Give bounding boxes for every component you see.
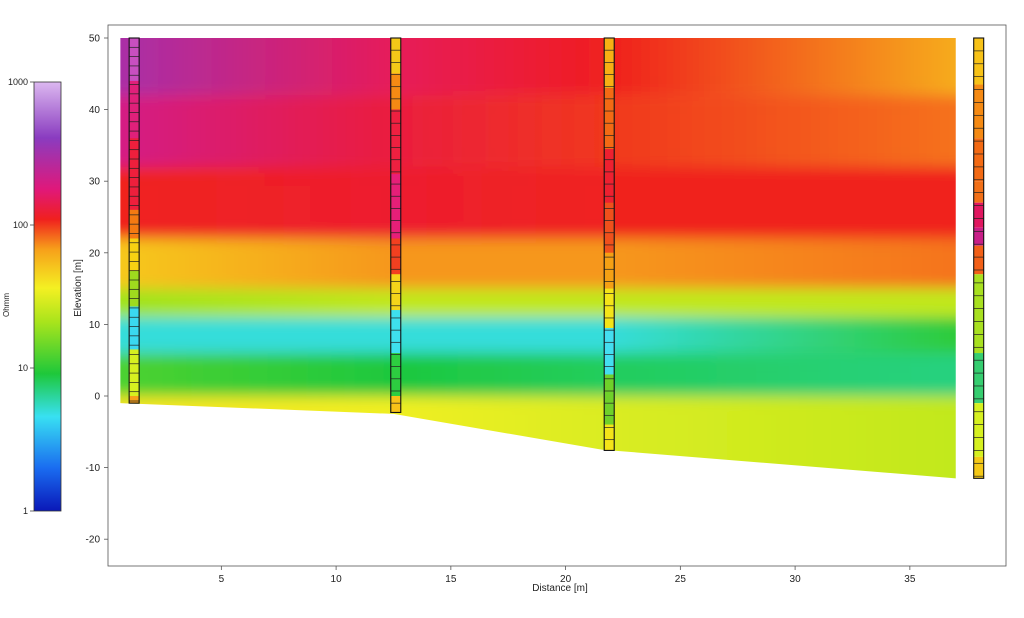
y-tick-label: 0 [94, 392, 100, 403]
colorbar-gradient [33, 81, 62, 512]
borehole-segment [129, 138, 140, 210]
borehole [973, 37, 985, 479]
x-tick-label: 25 [675, 574, 687, 585]
borehole-segment [604, 148, 615, 203]
borehole-segment [604, 374, 615, 425]
resistivity-band [120, 317, 956, 354]
borehole-segment [973, 245, 984, 275]
x-tick-label: 10 [331, 574, 343, 585]
borehole-segment [604, 38, 615, 89]
x-axis: 5 10 15 20 25 30 35 [219, 566, 916, 585]
x-tick-label: 15 [445, 574, 457, 585]
y-tick-label: -20 [86, 535, 101, 546]
borehole-segment [129, 38, 140, 81]
x-axis-title: Distance [m] [532, 583, 588, 594]
colorbar-tick-label: 1000 [8, 77, 28, 87]
borehole-segment [604, 202, 615, 253]
x-tick-label: 30 [790, 574, 802, 585]
borehole-segment [604, 327, 615, 375]
borehole-segment [129, 80, 140, 139]
borehole-segment [973, 353, 984, 404]
y-tick-label: 50 [89, 34, 101, 45]
resistivity-band [120, 95, 956, 167]
borehole-outline [390, 37, 402, 414]
colorbar-tick-label: 100 [13, 220, 28, 230]
resistivity-band [120, 353, 956, 396]
borehole-segment [129, 306, 140, 350]
borehole-segment [390, 238, 401, 275]
borehole [603, 37, 615, 451]
borehole-segment [973, 138, 984, 182]
borehole-segment [390, 396, 401, 413]
colorbar-tick-label: 1 [23, 506, 28, 516]
y-axis-title: Elevation [m] [73, 259, 84, 317]
borehole-segment [973, 84, 984, 139]
borehole-outline [128, 37, 140, 404]
borehole-segment [390, 310, 401, 354]
y-tick-label: 40 [89, 105, 101, 116]
borehole-segment [973, 403, 984, 457]
borehole-outline [603, 37, 615, 451]
borehole-segment [129, 396, 140, 404]
borehole-segment [129, 238, 140, 271]
borehole [128, 37, 140, 404]
borehole-segment [973, 181, 984, 203]
borehole-outline [973, 37, 985, 479]
resistivity-band [120, 166, 956, 239]
colorbar-ticks: 1000 100 10 1 [8, 77, 34, 516]
borehole-segment [604, 252, 615, 289]
borehole-segment [973, 227, 984, 246]
borehole-segment [390, 274, 401, 311]
borehole-segment [390, 38, 401, 74]
boreholes [128, 37, 985, 479]
borehole-segment [129, 349, 140, 396]
borehole-segment [390, 109, 401, 175]
borehole-segment [604, 424, 615, 451]
colorbar: Ohmm 1000 100 10 1 [2, 77, 62, 516]
borehole-segment [973, 38, 984, 85]
y-axis: 50 40 30 20 10 0 -10 -20 [86, 34, 108, 546]
borehole-segment [390, 174, 401, 239]
y-tick-label: 20 [89, 248, 101, 259]
colorbar-tick-label: 10 [18, 363, 28, 373]
resistivity-band [120, 38, 956, 96]
borehole-segment [390, 73, 401, 110]
borehole-segment [390, 353, 401, 396]
borehole-segment [604, 288, 615, 328]
y-tick-label: 30 [89, 177, 101, 188]
resistivity-band [120, 288, 956, 318]
y-tick-label: 10 [89, 320, 101, 331]
x-tick-label: 5 [219, 574, 225, 585]
colorbar-title: Ohmm [2, 293, 11, 317]
x-tick-label: 35 [904, 574, 916, 585]
y-tick-label: -10 [86, 463, 101, 474]
borehole-segment [129, 270, 140, 307]
x-tick-label: 20 [560, 574, 572, 585]
borehole-segment [604, 88, 615, 149]
borehole-segment [973, 456, 984, 479]
borehole-segment [973, 202, 984, 228]
borehole [390, 37, 402, 414]
resistivity-band [120, 238, 956, 289]
borehole-segment [973, 274, 984, 354]
